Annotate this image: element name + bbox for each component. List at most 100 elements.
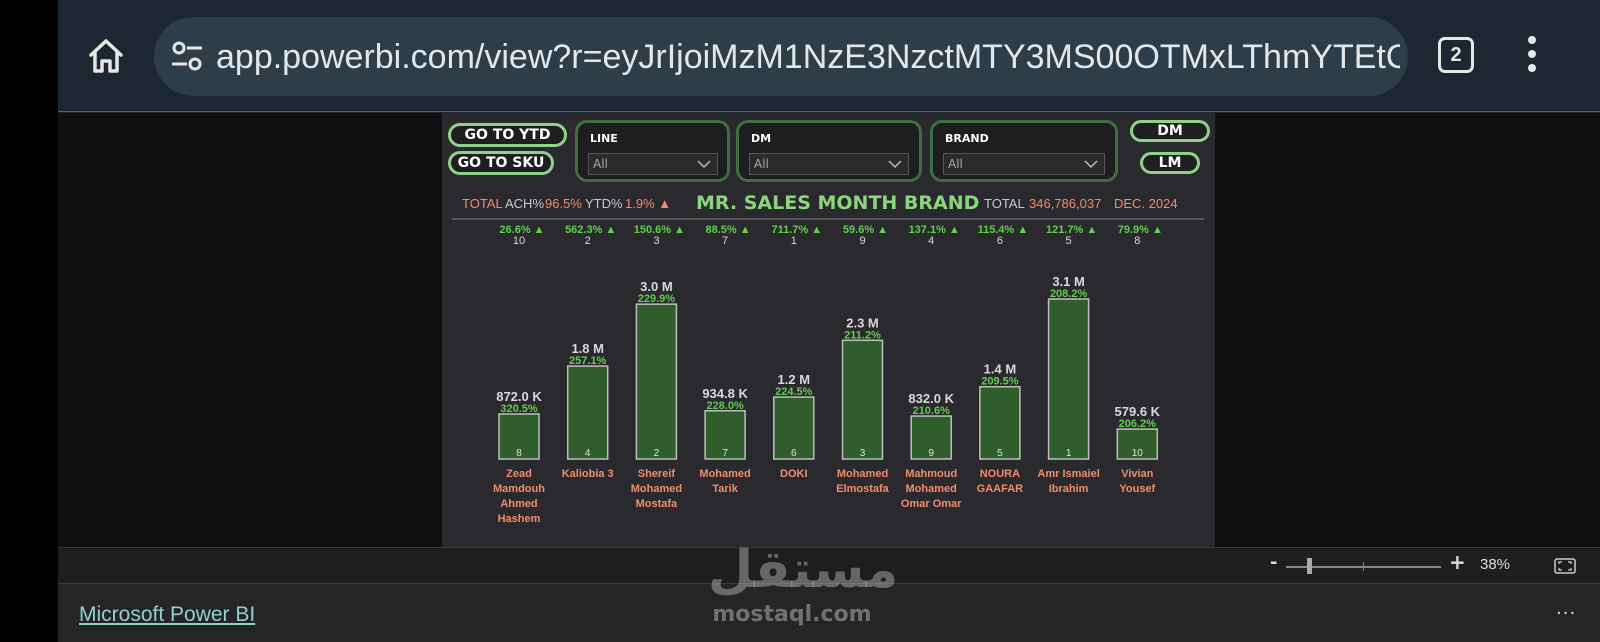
dm-button[interactable]: DM xyxy=(1130,120,1210,142)
bar[interactable] xyxy=(704,410,746,460)
line-slicer-title: LINE xyxy=(590,132,618,145)
period-label: DEC. 2024 xyxy=(1114,196,1178,211)
report-statusbar: - + 38% xyxy=(58,547,1600,584)
bar[interactable] xyxy=(979,385,1021,460)
top-pct-label: 150.6% ▲ xyxy=(634,224,685,236)
top-pct-label: 711.7% ▲ xyxy=(771,224,822,236)
category-label: Kaliobia 3 xyxy=(562,468,614,480)
go-to-sku-button[interactable]: GO TO SKU xyxy=(448,151,554,175)
ach-value: 96.5% xyxy=(545,196,582,211)
pct-label: 320.5% xyxy=(500,403,538,415)
bar-rank-label: 5 xyxy=(997,448,1003,459)
bar[interactable] xyxy=(498,413,540,460)
bar[interactable] xyxy=(910,415,952,460)
kpi-header: TOTAL ACH% 96.5% YTD% 1.9% ▲ MR. SALES M… xyxy=(452,192,1204,220)
line-slicer-value: All xyxy=(593,157,608,171)
top-pct-label: 137.1% ▲ xyxy=(909,224,960,236)
category-label: Shereif xyxy=(638,468,676,480)
zoom-slider-thumb[interactable] xyxy=(1307,558,1312,574)
top-rank-label: 5 xyxy=(1066,235,1072,247)
top-rank-label: 10 xyxy=(513,235,525,247)
top-rank-label: 1 xyxy=(791,235,797,247)
address-bar[interactable]: app.powerbi.com/view?r=eyJrIjoiMzM1NzE3N… xyxy=(154,17,1408,96)
fit-to-page-icon[interactable] xyxy=(1554,558,1576,574)
bar-rank-label: 7 xyxy=(722,448,728,459)
dm-slicer: DM All xyxy=(736,120,922,182)
top-rank-label: 2 xyxy=(585,235,591,247)
pct-label: 229.9% xyxy=(638,293,676,305)
bar[interactable] xyxy=(1116,428,1159,460)
value-label: 579.6 K xyxy=(1115,404,1161,419)
pct-label: 208.2% xyxy=(1050,288,1088,300)
bar[interactable] xyxy=(841,339,884,460)
total-value: 346,786,037 xyxy=(1029,196,1102,211)
bar[interactable] xyxy=(566,365,609,460)
category-label: Mohamed xyxy=(699,468,750,480)
zoom-in-button[interactable]: + xyxy=(1449,550,1466,574)
category-label: Mostafa xyxy=(636,498,678,510)
category-label: Elmostafa xyxy=(836,483,889,495)
url-text[interactable]: app.powerbi.com/view?r=eyJrIjoiMzM1NzE3N… xyxy=(216,38,1400,76)
category-label: DOKI xyxy=(780,468,808,480)
site-settings-icon[interactable] xyxy=(170,39,204,73)
category-label: Vivian xyxy=(1121,468,1153,480)
report-page: GO TO YTD GO TO SKU LINE All DM All BRAN… xyxy=(442,113,1215,547)
value-label: 1.8 M xyxy=(571,341,604,356)
pct-label: 206.2% xyxy=(1119,418,1157,430)
pct-label: 210.6% xyxy=(913,405,951,417)
home-icon[interactable] xyxy=(86,36,126,76)
line-slicer: LINE All xyxy=(575,120,730,182)
brand-slicer-value: All xyxy=(948,157,963,171)
browser-menu-icon[interactable] xyxy=(1526,36,1538,76)
dm-slicer-dropdown[interactable]: All xyxy=(749,153,909,175)
value-label: 832.0 K xyxy=(908,391,954,406)
top-rank-label: 8 xyxy=(1134,235,1140,247)
top-pct-label: 562.3% ▲ xyxy=(565,224,616,236)
browser-window: app.powerbi.com/view?r=eyJrIjoiMzM1NzE3N… xyxy=(58,0,1600,642)
dm-slicer-title: DM xyxy=(751,132,772,145)
more-options-icon[interactable]: ... xyxy=(1556,598,1577,619)
category-label: Amr Ismaiel xyxy=(1037,468,1099,480)
value-label: 934.8 K xyxy=(702,386,748,401)
bar-rank-label: 9 xyxy=(928,448,934,459)
power-bi-link[interactable]: Microsoft Power BI xyxy=(79,603,256,626)
bar[interactable] xyxy=(635,303,678,460)
line-slicer-dropdown[interactable]: All xyxy=(588,153,718,175)
browser-toolbar: app.powerbi.com/view?r=eyJrIjoiMzM1NzE3N… xyxy=(58,0,1600,112)
brand-slicer: BRAND All xyxy=(930,120,1118,182)
bar-rank-label: 4 xyxy=(585,448,591,459)
bar[interactable] xyxy=(1047,298,1090,460)
top-rank-label: 9 xyxy=(859,235,865,247)
pct-label: 228.0% xyxy=(706,400,744,412)
category-label: Hashem xyxy=(498,513,541,525)
brand-slicer-title: BRAND xyxy=(945,132,989,145)
top-rank-label: 4 xyxy=(928,235,934,247)
top-pct-label: 26.6% ▲ xyxy=(499,224,544,236)
top-pct-label: 88.5% ▲ xyxy=(706,224,751,236)
lm-button[interactable]: LM xyxy=(1140,152,1200,174)
page-footer: مستقل Microsoft Power BI mostaql.com ... xyxy=(58,540,1600,642)
category-label: Mohamed xyxy=(906,483,957,495)
chevron-down-icon xyxy=(697,160,711,169)
go-to-ytd-button[interactable]: GO TO YTD xyxy=(448,123,567,147)
category-label: Yousef xyxy=(1119,483,1155,495)
tab-switcher-button[interactable]: 2 xyxy=(1438,37,1474,73)
category-label: Mohamed xyxy=(631,483,682,495)
category-label: Mahmoud xyxy=(905,468,957,480)
zoom-percent: 38% xyxy=(1480,556,1511,573)
category-label: GAAFAR xyxy=(977,483,1024,495)
top-rank-label: 7 xyxy=(722,235,728,247)
zoom-out-button[interactable]: - xyxy=(1270,552,1278,573)
ach-label: ACH% xyxy=(505,196,545,211)
top-pct-label: 59.6% ▲ xyxy=(843,224,888,236)
top-rank-label: 6 xyxy=(997,235,1003,247)
bar-rank-label: 3 xyxy=(860,448,866,459)
bar-rank-label: 6 xyxy=(791,448,797,459)
total2-label: TOTAL xyxy=(984,196,1025,211)
bar-rank-label: 1 xyxy=(1066,448,1072,459)
bar[interactable] xyxy=(773,396,815,460)
category-label: Zead xyxy=(506,468,532,480)
brand-slicer-dropdown[interactable]: All xyxy=(943,153,1105,175)
chevron-down-icon xyxy=(888,160,902,169)
